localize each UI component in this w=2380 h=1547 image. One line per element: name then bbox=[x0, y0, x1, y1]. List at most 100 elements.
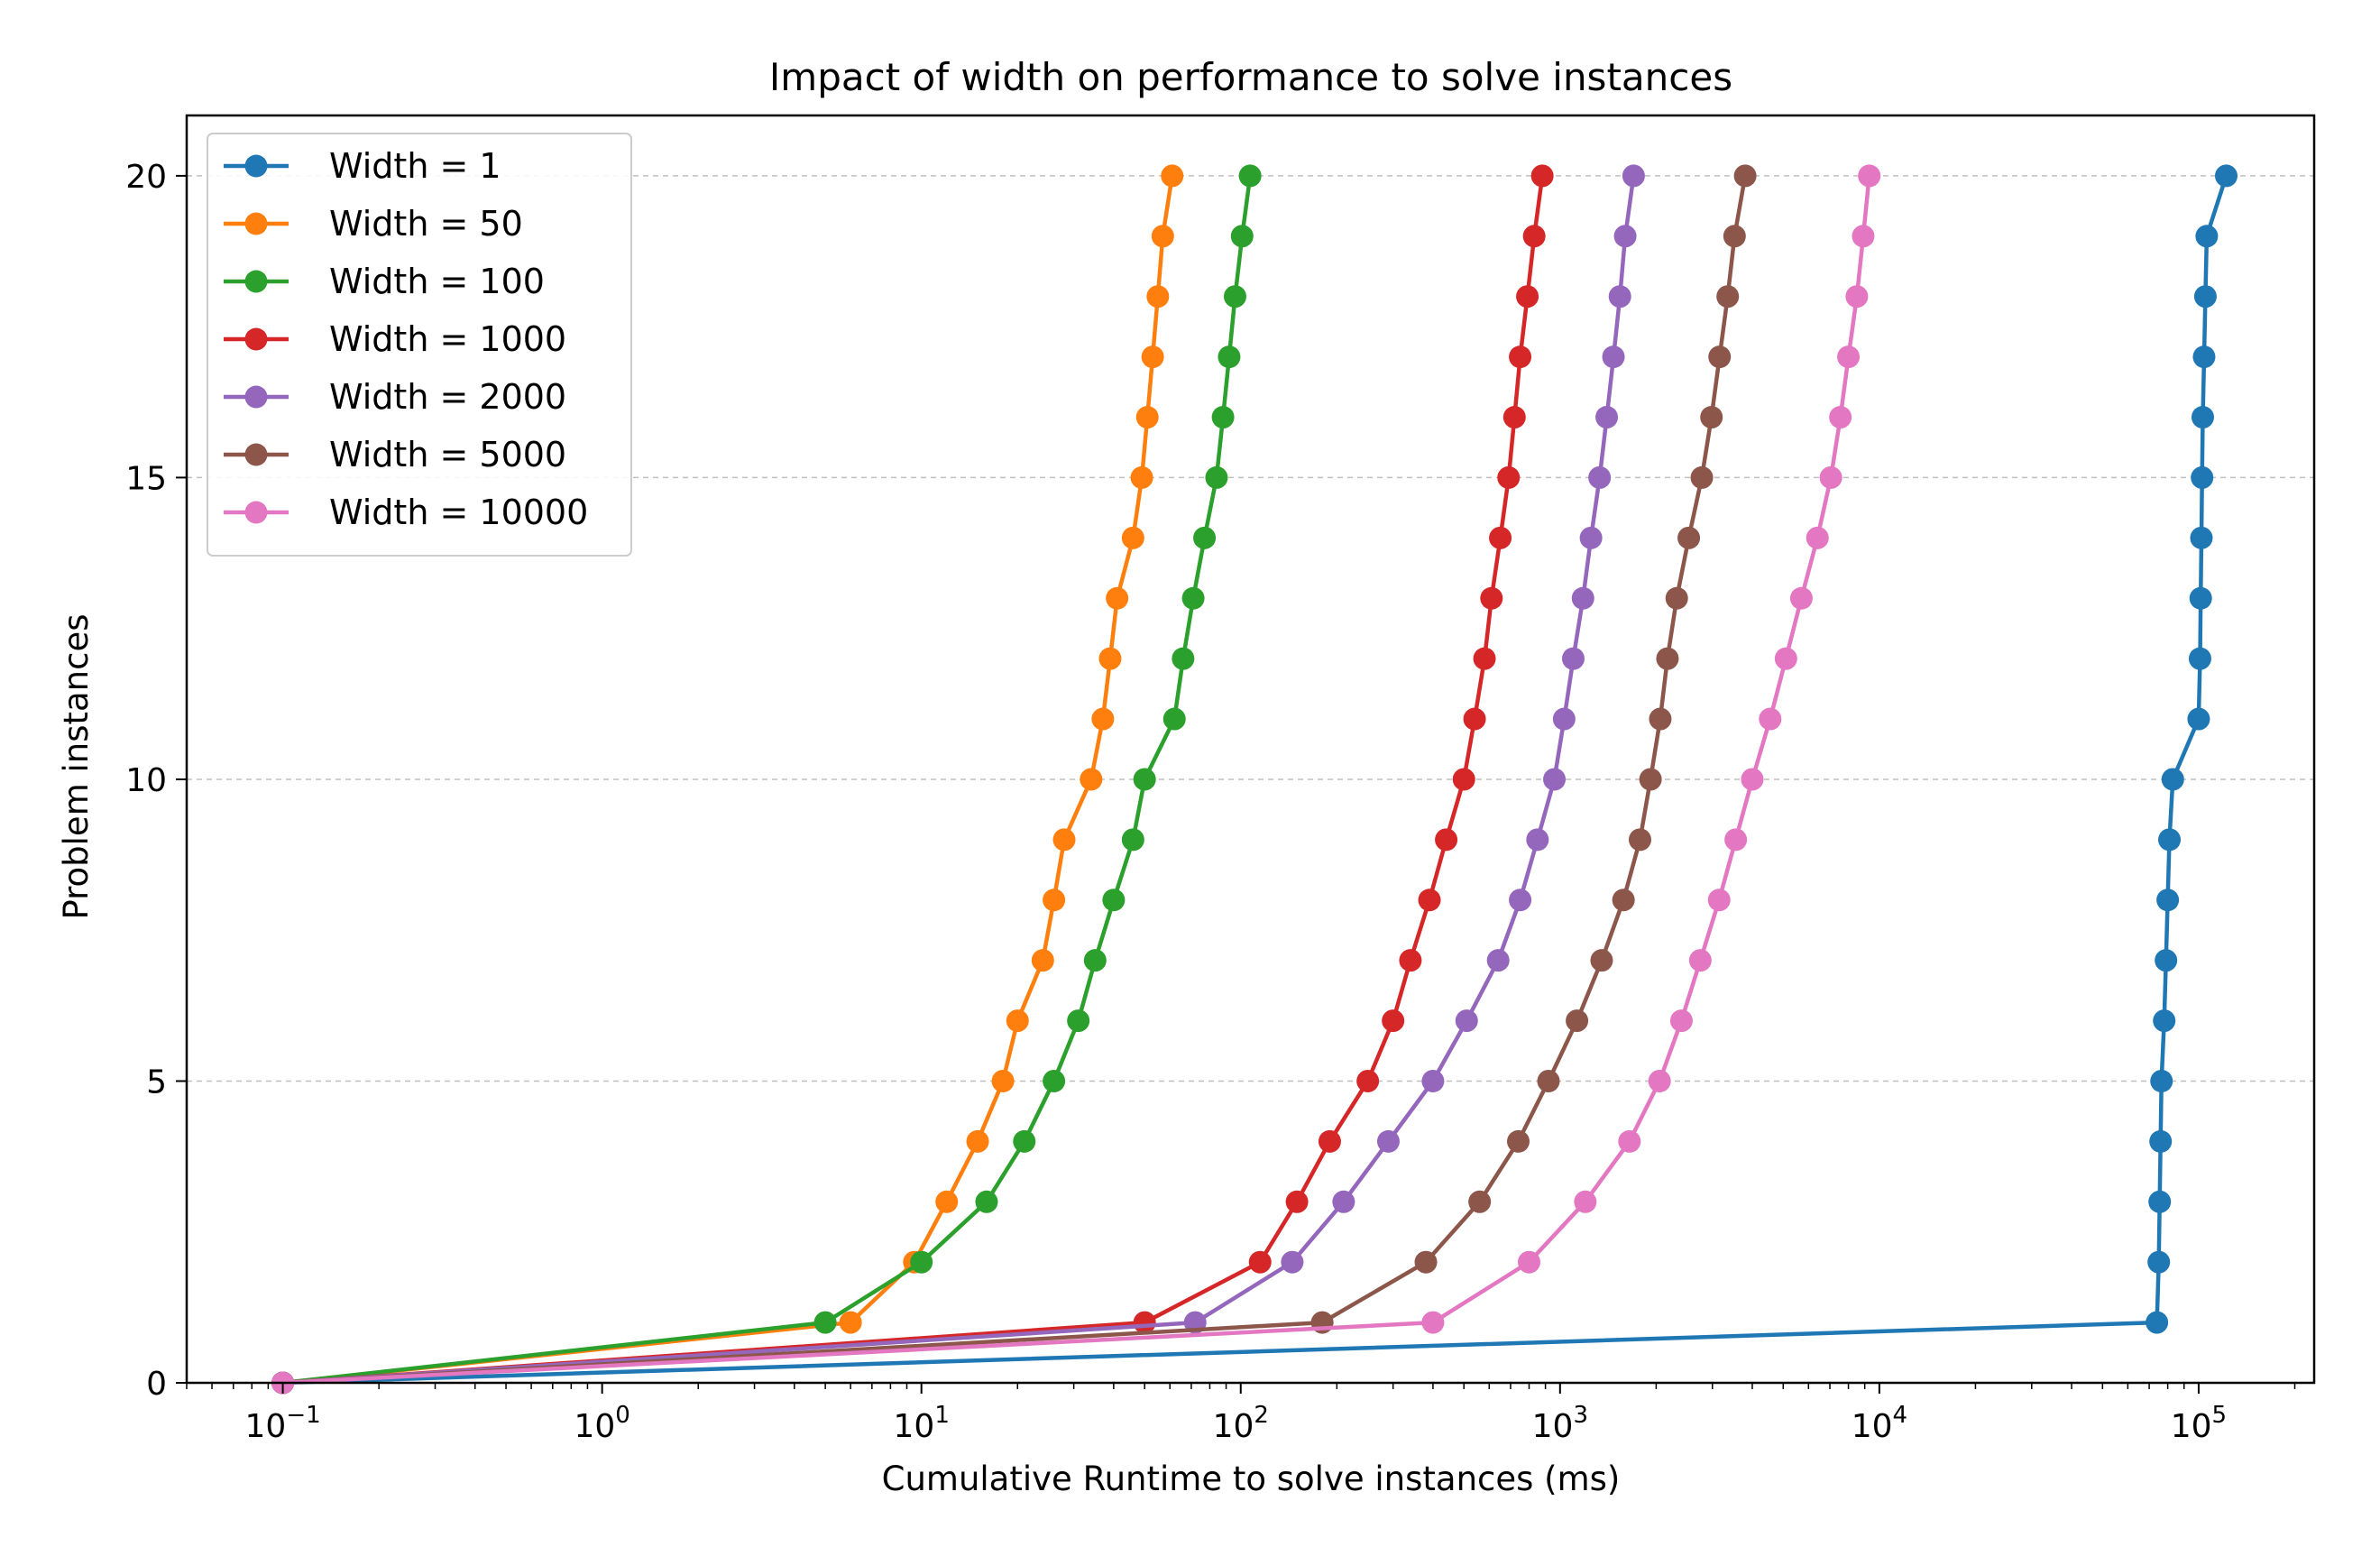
legend-marker bbox=[244, 270, 268, 293]
data-point bbox=[1248, 1250, 1272, 1274]
x-tick-label: 105 bbox=[2171, 1402, 2227, 1445]
data-point bbox=[839, 1311, 862, 1334]
series bbox=[271, 164, 1881, 1395]
data-point bbox=[1530, 164, 1554, 188]
data-point bbox=[1102, 889, 1126, 912]
data-point bbox=[1516, 285, 1539, 308]
data-point bbox=[1285, 1190, 1309, 1213]
data-point bbox=[1507, 1129, 1530, 1153]
data-point bbox=[1435, 828, 1458, 852]
legend-label: Width = 10000 bbox=[329, 493, 588, 532]
data-point bbox=[1723, 225, 1746, 248]
x-tick-base: 10 bbox=[245, 1408, 287, 1445]
legend-label: Width = 1000 bbox=[329, 319, 566, 359]
data-point bbox=[2150, 1069, 2173, 1092]
data-point bbox=[1473, 647, 1496, 670]
x-tick-base: 10 bbox=[574, 1408, 615, 1445]
data-point bbox=[2153, 1009, 2176, 1033]
data-point bbox=[2158, 828, 2182, 852]
data-point bbox=[1590, 949, 1613, 972]
data-point bbox=[1452, 768, 1475, 791]
data-point bbox=[2156, 889, 2180, 912]
data-point bbox=[1656, 647, 1679, 670]
data-point bbox=[1013, 1129, 1036, 1153]
data-point bbox=[1690, 465, 1714, 489]
legend-item: Width = 5000 bbox=[224, 435, 566, 474]
data-point bbox=[2191, 406, 2214, 429]
data-point bbox=[1399, 949, 1422, 972]
data-point bbox=[1133, 768, 1156, 791]
data-point bbox=[1130, 465, 1153, 489]
legend-label: Width = 5000 bbox=[329, 435, 566, 474]
data-point bbox=[1281, 1250, 1304, 1274]
data-point bbox=[1162, 707, 1186, 731]
data-point bbox=[813, 1311, 837, 1334]
data-point bbox=[1774, 647, 1797, 670]
legend-marker bbox=[244, 212, 268, 235]
x-tick-exponent: 2 bbox=[1254, 1402, 1269, 1429]
data-point bbox=[1181, 586, 1205, 610]
data-point bbox=[1618, 1129, 1641, 1153]
series bbox=[271, 164, 1184, 1395]
data-point bbox=[1455, 1009, 1478, 1033]
data-point bbox=[1819, 465, 1842, 489]
data-point bbox=[1806, 526, 1829, 549]
data-point bbox=[1421, 1311, 1445, 1334]
data-point bbox=[1218, 345, 1241, 369]
data-point bbox=[1648, 1069, 1671, 1092]
chart-title: Impact of width on performance to solve … bbox=[769, 55, 1732, 99]
data-point bbox=[1733, 164, 1757, 188]
data-point bbox=[1230, 225, 1254, 248]
data-point bbox=[1759, 707, 1782, 731]
data-point bbox=[1205, 465, 1228, 489]
y-tick-label: 20 bbox=[125, 159, 167, 196]
data-point bbox=[1574, 1190, 1597, 1213]
data-point bbox=[1789, 586, 1813, 610]
x-tick-label: 103 bbox=[1532, 1402, 1588, 1445]
data-point bbox=[1716, 285, 1740, 308]
data-point bbox=[2215, 164, 2238, 188]
data-point bbox=[1238, 164, 1262, 188]
legend-item: Width = 1 bbox=[224, 146, 501, 186]
data-point bbox=[1172, 647, 1195, 670]
x-axis-label: Cumulative Runtime to solve instances (m… bbox=[882, 1460, 1621, 1498]
legend-marker bbox=[244, 443, 268, 466]
data-point bbox=[1845, 285, 1869, 308]
series bbox=[271, 164, 1757, 1395]
x-tick-exponent: 5 bbox=[2212, 1402, 2228, 1429]
data-point bbox=[1688, 949, 1712, 972]
legend-label: Width = 1 bbox=[329, 146, 501, 186]
x-tick-exponent: −1 bbox=[286, 1402, 320, 1429]
data-point bbox=[1486, 949, 1510, 972]
series-layer bbox=[271, 164, 2238, 1395]
data-point bbox=[1509, 889, 1532, 912]
data-point bbox=[1522, 225, 1546, 248]
data-point bbox=[1031, 949, 1054, 972]
data-point bbox=[935, 1190, 959, 1213]
data-point bbox=[2155, 949, 2178, 972]
data-point bbox=[1700, 406, 1723, 429]
data-point bbox=[1518, 1250, 1541, 1274]
data-point bbox=[1741, 768, 1764, 791]
x-tick-base: 10 bbox=[2171, 1408, 2212, 1445]
data-point bbox=[991, 1069, 1015, 1092]
data-point bbox=[1707, 889, 1731, 912]
legend-label: Width = 50 bbox=[329, 204, 523, 244]
data-point bbox=[1852, 225, 1875, 248]
data-point bbox=[1468, 1190, 1492, 1213]
data-point bbox=[2147, 1250, 2171, 1274]
data-point bbox=[1628, 828, 1651, 852]
data-point bbox=[1121, 828, 1144, 852]
y-tick-label: 0 bbox=[146, 1366, 167, 1403]
y-tick-label: 5 bbox=[146, 1064, 167, 1100]
data-point bbox=[1382, 1009, 1405, 1033]
series bbox=[271, 164, 1645, 1395]
data-point bbox=[2188, 647, 2211, 670]
data-point bbox=[1858, 164, 1881, 188]
data-point bbox=[1318, 1129, 1341, 1153]
legend-item: Width = 100 bbox=[224, 262, 545, 301]
data-point bbox=[1121, 526, 1144, 549]
